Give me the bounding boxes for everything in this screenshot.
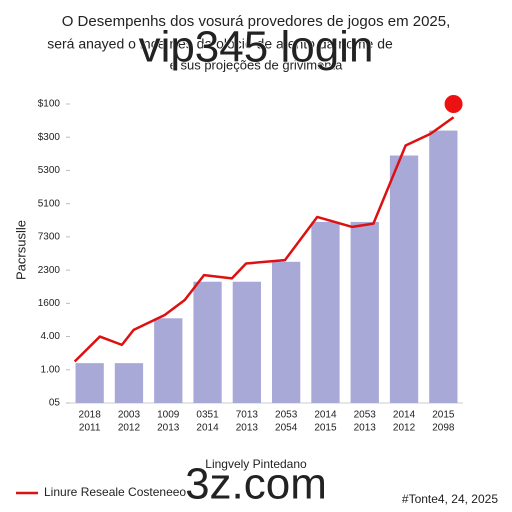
y-tick-label: 4.00 — [41, 331, 61, 342]
y-tick-label: 5300 — [38, 165, 61, 176]
x-tick-label: 2013 — [354, 423, 377, 434]
overlay-text: vip345 login — [139, 23, 374, 72]
footer: #Tonte4, 24, 2025 — [402, 492, 498, 506]
y-tick-label: 05 — [49, 398, 61, 409]
y-axis-label: Pacrsuslle — [13, 220, 28, 280]
x-tick-label: 2014 — [314, 410, 337, 421]
y-tick-label: 1.00 — [41, 364, 61, 375]
legend-label: Linure Reseale Costeneeo — [44, 485, 186, 499]
x-tick-label: 2013 — [236, 423, 259, 434]
x-tick-label: 2003 — [118, 410, 141, 421]
legend-label: Lingvely Pintedano — [205, 457, 307, 471]
x-tick-label: 2012 — [118, 423, 141, 434]
y-tick-label: 5100 — [38, 198, 61, 209]
chart-title: O Desempenhs dos vosurá provedores de jo… — [62, 13, 451, 30]
x-tick-label: 2014 — [196, 423, 219, 434]
bar — [272, 261, 301, 403]
x-tick-label: 2011 — [79, 423, 101, 434]
y-tick-label: $100 — [38, 99, 61, 110]
x-tick-label: 2012 — [393, 423, 416, 434]
x-tick-label: 0351 — [196, 410, 219, 421]
x-tick-label: 2014 — [393, 410, 416, 421]
overlay-text: 3z.com — [185, 460, 327, 509]
line — [73, 116, 455, 363]
x-tick-label: 1009 — [157, 410, 180, 421]
chart-title: e sus projeções de grivimenta — [170, 57, 343, 72]
y-tick-label: 7300 — [38, 232, 61, 243]
bar — [350, 221, 379, 403]
bar — [75, 363, 104, 403]
x-tick-label: 2098 — [432, 423, 455, 434]
x-tick-label: 2053 — [354, 410, 377, 421]
bar — [429, 130, 458, 404]
bar — [154, 318, 183, 403]
y-tick-label: 2300 — [38, 265, 61, 276]
y-tick-label: $300 — [38, 132, 61, 143]
x-tick-label: 2013 — [157, 423, 180, 434]
highlight-dot — [444, 95, 463, 113]
bar — [232, 281, 261, 403]
bar — [114, 363, 144, 403]
chart-title: será anayed o ince rtes da olocié de a e… — [47, 36, 393, 52]
x-tick-label: 2053 — [275, 410, 298, 421]
bar — [193, 281, 222, 403]
x-tick-label: 7013 — [236, 410, 259, 421]
bar — [311, 221, 340, 403]
x-tick-label: 2015 — [432, 410, 455, 421]
x-tick-label: 2015 — [314, 423, 337, 434]
y-tick-label: 1600 — [38, 298, 61, 309]
x-tick-label: 2054 — [275, 423, 298, 434]
x-tick-label: 2018 — [79, 410, 102, 421]
bar — [389, 155, 419, 403]
